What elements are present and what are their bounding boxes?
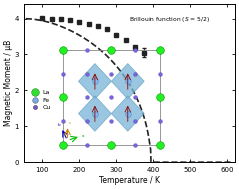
Legend: La, Fe, Cu: La, Fe, Cu [27,89,52,112]
X-axis label: Temperature / K: Temperature / K [99,176,160,185]
Y-axis label: Magnetic Moment / μB: Magnetic Moment / μB [4,40,13,126]
Text: Brillouin function ($S$ = 5/2): Brillouin function ($S$ = 5/2) [129,15,210,24]
